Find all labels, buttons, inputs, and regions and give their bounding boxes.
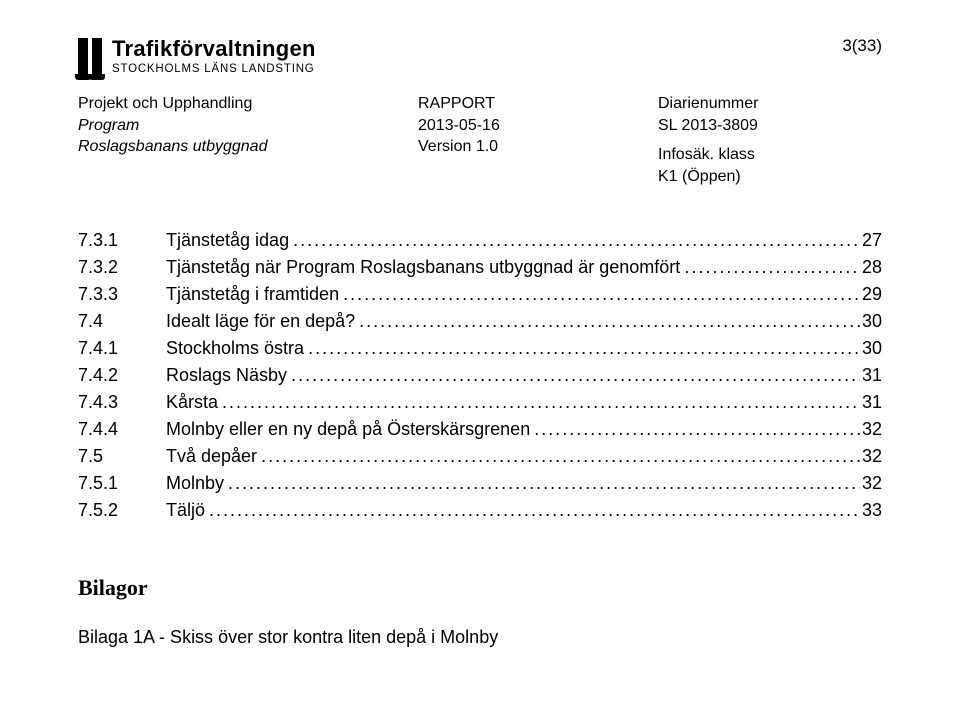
toc-row: 7.3.3Tjänstetåg i framtiden 29 <box>78 285 882 303</box>
toc-page: 29 <box>860 285 882 303</box>
toc-leader-dots <box>289 231 860 249</box>
toc-number: 7.4.1 <box>78 339 166 357</box>
appendix-line: Bilaga 1A - Skiss över stor kontra liten… <box>78 627 882 648</box>
toc-row: 7.4.4Molnby eller en ny depå på Österskä… <box>78 420 882 438</box>
toc-leader-dots <box>355 312 860 330</box>
toc-leader-dots <box>304 339 860 357</box>
toc-leader-dots <box>218 393 860 411</box>
toc-leader-dots <box>530 420 860 438</box>
toc-title: Täljö <box>166 501 205 519</box>
toc-page: 31 <box>860 393 882 411</box>
toc-page: 30 <box>860 339 882 357</box>
header-left-l1: Projekt och Upphandling <box>78 93 418 115</box>
appendix-heading: Bilagor <box>78 575 882 601</box>
toc-leader-dots <box>224 474 860 492</box>
toc-number: 7.4.4 <box>78 420 166 438</box>
table-of-contents: 7.3.1Tjänstetåg idag 27 7.3.2Tjänstetåg nä… <box>78 231 882 519</box>
logo-text: Trafikförvaltningen STOCKHOLMS LÄNS LAND… <box>112 36 316 75</box>
toc-leader-dots <box>680 258 860 276</box>
logo-line2: STOCKHOLMS LÄNS LANDSTING <box>112 63 316 75</box>
header-mid-l1: RAPPORT <box>418 93 658 115</box>
header-mid-l3: Version 1.0 <box>418 136 658 158</box>
toc-page: 27 <box>860 231 882 249</box>
toc-page: 30 <box>860 312 882 330</box>
header-right-l2: SL 2013-3809 <box>658 115 838 137</box>
toc-row: 7.3.2Tjänstetåg när Program Roslagsbanan… <box>78 258 882 276</box>
toc-title: Tjänstetåg i framtiden <box>166 285 339 303</box>
toc-number: 7.4 <box>78 312 166 330</box>
document-page: 3(33) Trafikförvaltningen STOCKHOLMS LÄN… <box>0 0 960 721</box>
toc-leader-dots <box>287 366 860 384</box>
toc-title: Roslags Näsby <box>166 366 287 384</box>
toc-number: 7.5 <box>78 447 166 465</box>
header-left-column: Projekt och Upphandling Program Roslagsb… <box>78 93 418 187</box>
logo-line1: Trafikförvaltningen <box>112 36 316 62</box>
toc-title: Kårsta <box>166 393 218 411</box>
page-number: 3(33) <box>842 36 882 56</box>
toc-number: 7.5.2 <box>78 501 166 519</box>
toc-page: 32 <box>860 420 882 438</box>
toc-row: 7.3.1Tjänstetåg idag 27 <box>78 231 882 249</box>
toc-title: Tjänstetåg idag <box>166 231 289 249</box>
toc-page: 32 <box>860 447 882 465</box>
toc-page: 28 <box>860 258 882 276</box>
toc-row: 7.5Två depåer 32 <box>78 447 882 465</box>
toc-row: 7.4.1Stockholms östra 30 <box>78 339 882 357</box>
header-mid-l2: 2013-05-16 <box>418 115 658 137</box>
header-right-l1: Diarienummer <box>658 93 838 115</box>
toc-number: 7.4.2 <box>78 366 166 384</box>
toc-number: 7.3.2 <box>78 258 166 276</box>
toc-title: Molnby eller en ny depå på Österskärsgre… <box>166 420 530 438</box>
header-right-l3: Infosäk. klass <box>658 144 838 166</box>
toc-row: 7.5.1Molnby 32 <box>78 474 882 492</box>
toc-title: Två depåer <box>166 447 257 465</box>
toc-row: 7.4.3Kårsta 31 <box>78 393 882 411</box>
toc-row: 7.5.2Täljö 33 <box>78 501 882 519</box>
org-logo: Trafikförvaltningen STOCKHOLMS LÄNS LAND… <box>78 36 882 75</box>
toc-number: 7.3.3 <box>78 285 166 303</box>
toc-number: 7.4.3 <box>78 393 166 411</box>
header-mid-column: RAPPORT 2013-05-16 Version 1.0 <box>418 93 658 187</box>
logo-mark-icon <box>78 36 102 74</box>
header-right-l4: K1 (Öppen) <box>658 166 838 188</box>
toc-number: 7.3.1 <box>78 231 166 249</box>
toc-title: Stockholms östra <box>166 339 304 357</box>
toc-title: Tjänstetåg när Program Roslagsbanans utb… <box>166 258 680 276</box>
toc-leader-dots <box>205 501 860 519</box>
toc-leader-dots <box>257 447 860 465</box>
header-left-l3: Roslagsbanans utbyggnad <box>78 136 418 158</box>
toc-row: 7.4Idealt läge för en depå? 30 <box>78 312 882 330</box>
toc-page: 31 <box>860 366 882 384</box>
toc-row: 7.4.2Roslags Näsby 31 <box>78 366 882 384</box>
toc-page: 32 <box>860 474 882 492</box>
toc-leader-dots <box>339 285 860 303</box>
document-header: Projekt och Upphandling Program Roslagsb… <box>78 93 882 187</box>
toc-page: 33 <box>860 501 882 519</box>
toc-number: 7.5.1 <box>78 474 166 492</box>
header-left-l2: Program <box>78 115 418 137</box>
toc-title: Molnby <box>166 474 224 492</box>
toc-title: Idealt läge för en depå? <box>166 312 355 330</box>
header-right-column: Diarienummer SL 2013-3809 Infosäk. klass… <box>658 93 838 187</box>
